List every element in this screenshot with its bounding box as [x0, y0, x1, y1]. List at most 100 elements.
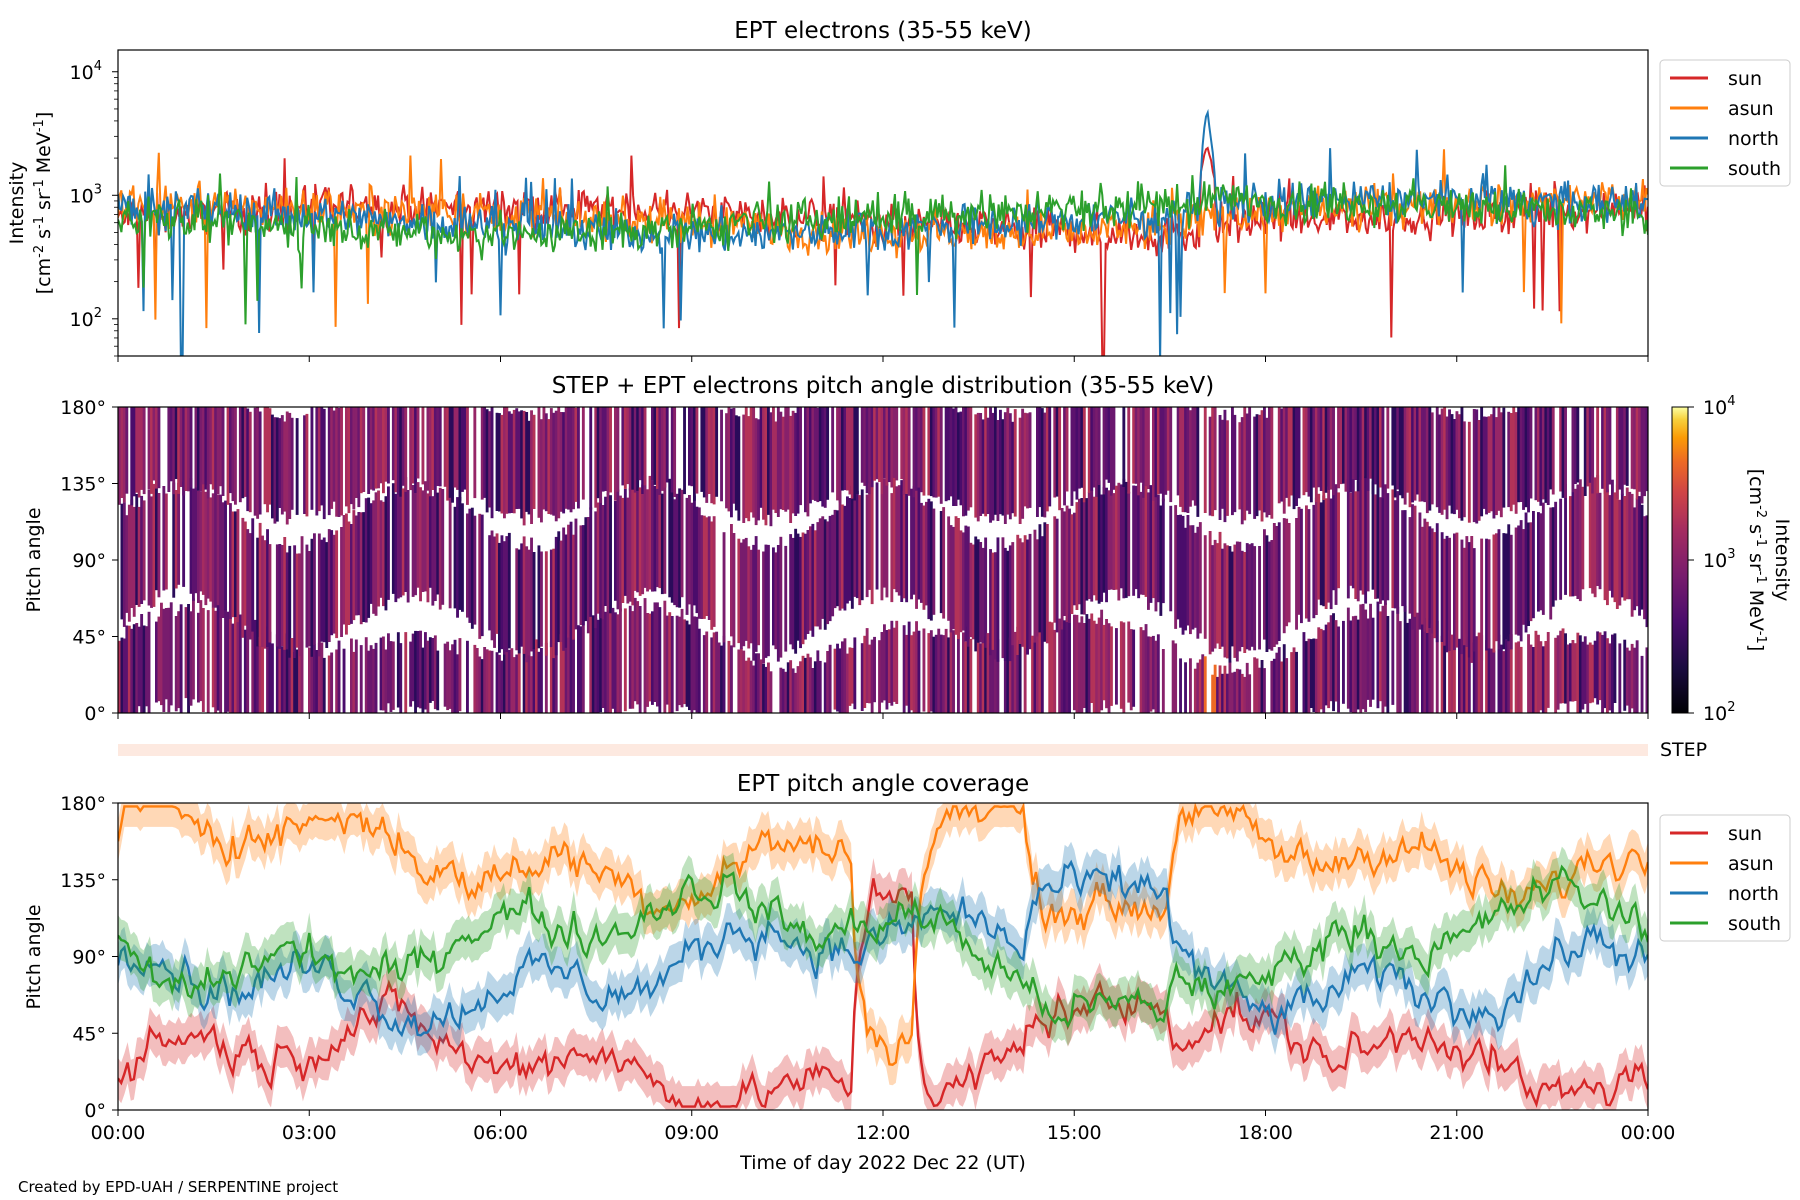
heat-cell: [596, 619, 600, 713]
heat-cell: [1090, 489, 1094, 602]
heat-cell: [663, 600, 667, 713]
heat-cell: [1282, 644, 1286, 713]
heat-cell: [1075, 502, 1079, 610]
heat-cell: [1233, 671, 1237, 713]
heat-cell: [1467, 636, 1471, 713]
heat-cell: [147, 489, 151, 606]
heat-cell: [614, 501, 617, 601]
heat-cell: [480, 514, 484, 637]
heat-cell: [1144, 483, 1148, 597]
heat-cell: [488, 411, 492, 508]
heat-cell: [1601, 634, 1604, 713]
panel2-title: STEP + EPT electrons pitch angle distrib…: [552, 373, 1214, 399]
heat-cell: [130, 407, 134, 506]
heat-cell: [241, 517, 245, 638]
heat-cell: [359, 645, 363, 713]
heat-cell: [364, 637, 368, 713]
heat-cell: [1218, 531, 1222, 649]
heat-cell: [754, 418, 758, 526]
heat-cell: [836, 510, 839, 607]
heat-cell: [1287, 407, 1291, 507]
heat-cell: [1514, 527, 1518, 635]
heat-cell: [1080, 407, 1084, 488]
heat-cell: [594, 617, 598, 713]
heat-cell: [1102, 624, 1106, 701]
heat-cell: [211, 493, 215, 608]
heat-cell: [1161, 649, 1165, 713]
heat-cell: [1253, 657, 1257, 713]
heat-cell: [1122, 478, 1126, 599]
heat-cell: [544, 413, 548, 512]
heat-cell: [818, 518, 822, 630]
heat-cell: [1092, 620, 1096, 713]
heat-cell: [954, 407, 958, 506]
heat-cell: [500, 414, 504, 514]
heat-cell: [1534, 630, 1538, 713]
heat-cell: [1342, 620, 1345, 704]
heat-cell: [1031, 635, 1034, 713]
heat-cell: [1423, 620, 1427, 713]
heat-cell: [1063, 511, 1066, 616]
heat-cell: [1095, 481, 1099, 601]
heat-cell: [641, 407, 645, 494]
heat-cell: [261, 535, 264, 647]
heat-cell: [638, 407, 642, 481]
heat-cell: [633, 597, 637, 702]
heat-cell: [688, 624, 691, 711]
heat-cell: [796, 666, 800, 713]
heat-cell: [347, 521, 351, 625]
heat-cell: [456, 407, 459, 490]
heat-cell: [710, 637, 714, 713]
heat-cell: [1344, 407, 1348, 492]
heat-cell: [1292, 407, 1296, 510]
heat-cell: [796, 407, 800, 514]
heat-cell: [1193, 668, 1197, 713]
heat-cell: [1480, 635, 1484, 713]
heat-cell: [1203, 407, 1207, 513]
heat-cell: [485, 649, 489, 713]
heat-cell: [939, 407, 943, 504]
heat-cell: [1332, 407, 1335, 496]
heat-cell: [340, 407, 343, 516]
heat-cell: [470, 507, 474, 629]
heat-cell: [443, 643, 447, 707]
heat-cell: [352, 407, 356, 510]
heat-cell: [1011, 634, 1015, 713]
heat-cell: [525, 657, 529, 713]
heat-cell: [1082, 623, 1086, 708]
heat-cell: [1124, 481, 1128, 598]
heat-cell: [1095, 407, 1099, 497]
heat-cell: [1379, 497, 1382, 604]
heat-cell: [1240, 417, 1244, 525]
heat-cell: [836, 407, 839, 501]
heat-cell: [147, 611, 151, 713]
heat-cell: [1611, 634, 1614, 713]
heat-cell: [280, 646, 284, 713]
heat-cell: [441, 489, 445, 605]
heat-cell: [288, 412, 292, 519]
heat-cell: [362, 512, 366, 622]
heat-cell: [1374, 494, 1377, 599]
heat-cell: [781, 668, 785, 713]
heat-cell: [498, 413, 501, 512]
heat-cell: [1541, 502, 1545, 615]
heat-cell: [416, 482, 420, 588]
heat-cell: [559, 412, 563, 512]
heat-cell: [702, 407, 706, 498]
heat-cell: [1596, 631, 1600, 705]
heat-cell: [1006, 639, 1010, 713]
heat-cell: [1566, 644, 1570, 713]
svg-text:north: north: [1728, 883, 1779, 905]
heat-cell: [1618, 643, 1622, 713]
heat-cell: [1253, 546, 1257, 651]
heat-cell: [1618, 499, 1622, 606]
heat-cell: [275, 634, 279, 713]
heat-cell: [537, 545, 541, 649]
heat-cell: [1058, 618, 1062, 713]
heat-cell: [1349, 620, 1353, 713]
heat-cell: [969, 407, 973, 508]
heat-cell: [229, 407, 232, 494]
heat-cell: [1201, 654, 1205, 713]
heat-cell: [757, 419, 760, 521]
heat-cell: [1092, 407, 1096, 488]
